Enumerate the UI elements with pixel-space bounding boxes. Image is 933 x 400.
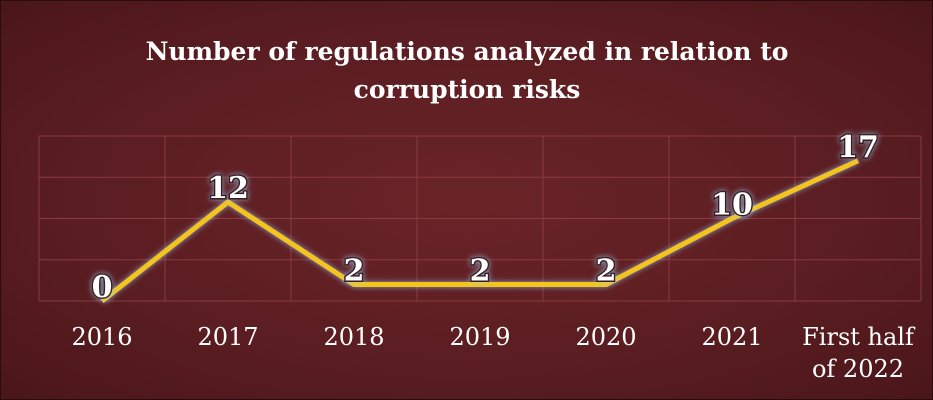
line-series (100, 158, 860, 303)
x-tick-label: 2016 (71, 323, 133, 351)
data-label: 12 (207, 171, 249, 206)
data-label: 17 (837, 130, 879, 165)
data-label: 0 (92, 270, 113, 305)
data-label: 2 (470, 254, 491, 289)
x-tick-label: 2017 (197, 323, 259, 351)
x-tick-label: 2021 (701, 323, 763, 351)
x-tick-label: 2020 (575, 323, 637, 351)
data-label: 2 (344, 254, 365, 289)
chart-title: Number of regulations analyzed in relati… (145, 37, 789, 104)
data-label: 10 (711, 188, 753, 223)
data-label: 2 (596, 254, 617, 289)
x-tick-label: 2018 (323, 323, 385, 351)
x-tick-label: First half of 2022 (802, 323, 914, 383)
x-tick-label: 2019 (449, 323, 511, 351)
